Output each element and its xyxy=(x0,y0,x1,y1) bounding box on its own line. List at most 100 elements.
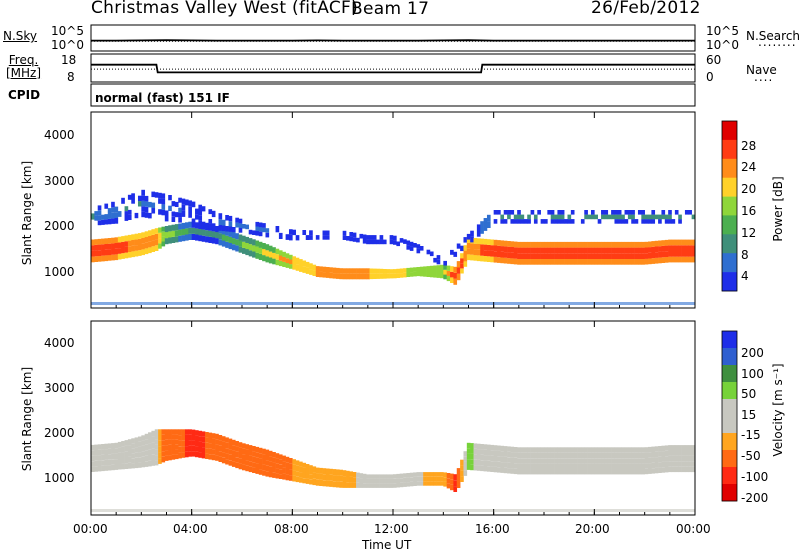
velocity-cell xyxy=(325,480,330,487)
velocity-cell xyxy=(634,469,639,475)
power-cell xyxy=(158,209,162,215)
velocity-cell xyxy=(309,474,313,480)
power-cell xyxy=(527,247,531,254)
velocity-cell xyxy=(215,444,219,450)
velocity-cell xyxy=(309,470,313,475)
xtick-2000: 20:00 xyxy=(575,522,610,536)
velocity-cell xyxy=(104,454,109,460)
velocity-cell xyxy=(627,447,632,453)
power-cell xyxy=(564,253,568,259)
velocity-cell xyxy=(124,451,129,458)
power-cell xyxy=(611,210,615,215)
power-cell xyxy=(614,241,619,248)
velocity-cell xyxy=(423,481,427,486)
power-cell xyxy=(651,258,656,264)
power-cell xyxy=(436,255,441,260)
velocity-cell xyxy=(91,455,95,462)
power-cell xyxy=(168,205,172,211)
power-cell xyxy=(141,249,145,256)
power-cell xyxy=(151,202,156,209)
power-cell xyxy=(349,232,354,237)
velocity-cell xyxy=(503,457,508,463)
velocity-cell xyxy=(510,468,515,474)
power-cell xyxy=(299,265,303,272)
power-cell xyxy=(674,256,679,263)
velocity-cell xyxy=(114,459,119,465)
velocity-cell xyxy=(604,463,609,469)
power-cell xyxy=(91,256,95,263)
power-cell xyxy=(627,210,632,215)
power-cell xyxy=(144,206,149,213)
power-cell xyxy=(164,238,169,245)
power-cell xyxy=(674,210,679,215)
velocity-cell xyxy=(272,467,276,473)
power-cell xyxy=(574,253,578,259)
power-cell xyxy=(275,248,280,255)
velocity-cell xyxy=(470,448,474,454)
velocity-cell xyxy=(533,458,538,464)
power-cell xyxy=(114,254,119,261)
power-cell xyxy=(533,253,538,259)
velocity-cell xyxy=(627,452,632,459)
velocity-cell xyxy=(403,473,407,478)
velocity-cell xyxy=(540,447,545,453)
power-cell xyxy=(674,245,679,251)
velocity-cell xyxy=(399,478,404,483)
power-cell xyxy=(691,256,695,263)
power-cell xyxy=(607,259,612,265)
power-cell xyxy=(443,269,447,275)
velocity-cell xyxy=(637,469,642,475)
power-cell xyxy=(144,195,149,202)
velocity-cell xyxy=(409,481,414,487)
power-cell xyxy=(416,267,421,272)
power-cell xyxy=(678,251,682,257)
velocity-cell xyxy=(295,460,300,466)
power-cell xyxy=(634,247,639,254)
power-cell xyxy=(127,215,132,220)
power-cell xyxy=(376,273,380,279)
velocity-cell xyxy=(544,469,548,475)
power-cell xyxy=(198,220,203,226)
velocity-cell xyxy=(335,481,340,488)
velocity-cell xyxy=(235,451,239,458)
power-cbar-tick-24: 24 xyxy=(741,160,757,174)
velocity-cell xyxy=(557,458,562,464)
velocity-cell xyxy=(245,460,250,466)
velocity-cell xyxy=(557,469,562,475)
power-cell xyxy=(614,210,619,215)
power-cell xyxy=(413,267,417,272)
power-cell xyxy=(228,236,233,243)
velocity-cell xyxy=(456,483,461,488)
power-cell xyxy=(238,223,243,228)
velocity-cell xyxy=(258,458,263,464)
power-cell xyxy=(580,253,585,259)
power-cell xyxy=(168,231,172,238)
power-cell xyxy=(178,223,182,230)
power-cell xyxy=(584,241,588,248)
power-cell xyxy=(134,239,139,246)
velocity-cell xyxy=(601,447,605,453)
velocity-cell xyxy=(611,463,615,469)
power-cell xyxy=(631,214,635,220)
power-cell xyxy=(480,238,484,245)
power-cell xyxy=(262,249,266,256)
velocity-cell xyxy=(678,445,682,451)
velocity-cell xyxy=(443,477,447,482)
power-cell xyxy=(94,244,99,251)
power-cell xyxy=(215,232,219,239)
velocity-cell xyxy=(329,474,333,481)
power-cell xyxy=(503,246,508,253)
velocity-cell xyxy=(382,483,387,488)
freq-panel-frame xyxy=(90,53,696,83)
power-cell xyxy=(614,253,619,259)
velocity-cell xyxy=(416,472,421,477)
power-cell xyxy=(564,247,568,254)
velocity-cell xyxy=(691,450,695,456)
nave-dots: .... xyxy=(754,70,774,84)
velocity-cell xyxy=(634,447,639,453)
power-cbar-label: Power [dB] xyxy=(771,176,785,242)
velocity-cell xyxy=(446,483,451,489)
power-cell xyxy=(188,212,192,218)
velocity-cell xyxy=(493,450,498,456)
velocity-cell xyxy=(158,429,162,436)
